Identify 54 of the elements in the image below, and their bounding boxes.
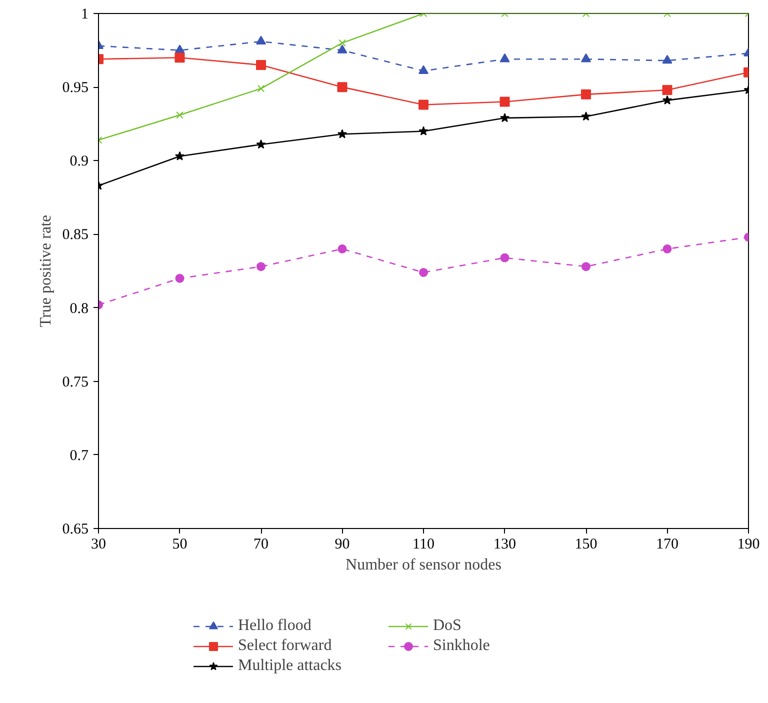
x-tick-label: 70 bbox=[254, 536, 268, 552]
x-tick-label: 50 bbox=[172, 536, 188, 552]
x-tick-label: 130 bbox=[494, 536, 516, 552]
y-tick-label: 0.8 bbox=[70, 300, 88, 317]
point bbox=[500, 53, 510, 62]
x-tick-label: 90 bbox=[334, 536, 350, 552]
point bbox=[662, 95, 672, 104]
point bbox=[175, 274, 184, 283]
y-tick-label: 0.65 bbox=[62, 522, 88, 538]
y-tick-label: 1 bbox=[81, 6, 88, 22]
point bbox=[581, 89, 591, 100]
y-tick-label: 0.9 bbox=[70, 154, 88, 170]
point bbox=[257, 84, 265, 92]
legend-label: Select forward bbox=[238, 636, 333, 656]
point bbox=[338, 39, 346, 47]
legend-label: Hello flood bbox=[238, 616, 312, 636]
point bbox=[582, 262, 590, 272]
point bbox=[337, 82, 348, 92]
point bbox=[256, 36, 266, 45]
point bbox=[418, 126, 428, 136]
point bbox=[500, 112, 510, 122]
legend-label: Multiple attacks bbox=[238, 656, 343, 676]
point bbox=[174, 52, 185, 63]
point bbox=[581, 112, 591, 121]
y-tick-label: 0.95 bbox=[62, 80, 88, 96]
y-tick-label: 0.75 bbox=[62, 374, 88, 390]
point bbox=[662, 85, 672, 96]
point bbox=[174, 151, 185, 160]
x-axis-title: Number of sensor nodes bbox=[346, 556, 502, 574]
point bbox=[581, 53, 591, 62]
x-tick-label: 170 bbox=[656, 536, 678, 552]
point bbox=[256, 262, 266, 272]
x-tick-label: 190 bbox=[737, 536, 760, 552]
point bbox=[500, 253, 510, 262]
legend-label: Sinkhole bbox=[433, 636, 491, 656]
point bbox=[256, 60, 266, 70]
y-tick-label: 0.85 bbox=[62, 227, 88, 244]
legend-label: DoS bbox=[433, 616, 462, 636]
point bbox=[419, 268, 428, 277]
point bbox=[176, 111, 184, 119]
point bbox=[337, 44, 348, 54]
point bbox=[418, 100, 428, 110]
point bbox=[338, 244, 347, 254]
y-axis-title: True positive rate bbox=[37, 214, 54, 328]
point bbox=[662, 54, 672, 64]
point bbox=[418, 65, 428, 74]
x-tick-label: 30 bbox=[91, 536, 106, 552]
point bbox=[337, 129, 348, 138]
x-tick-label: 110 bbox=[412, 536, 434, 552]
x-tick-label: 150 bbox=[574, 536, 598, 552]
point bbox=[256, 139, 266, 149]
point bbox=[500, 96, 510, 107]
y-tick-label: 0.7 bbox=[70, 448, 89, 464]
point bbox=[662, 244, 672, 254]
